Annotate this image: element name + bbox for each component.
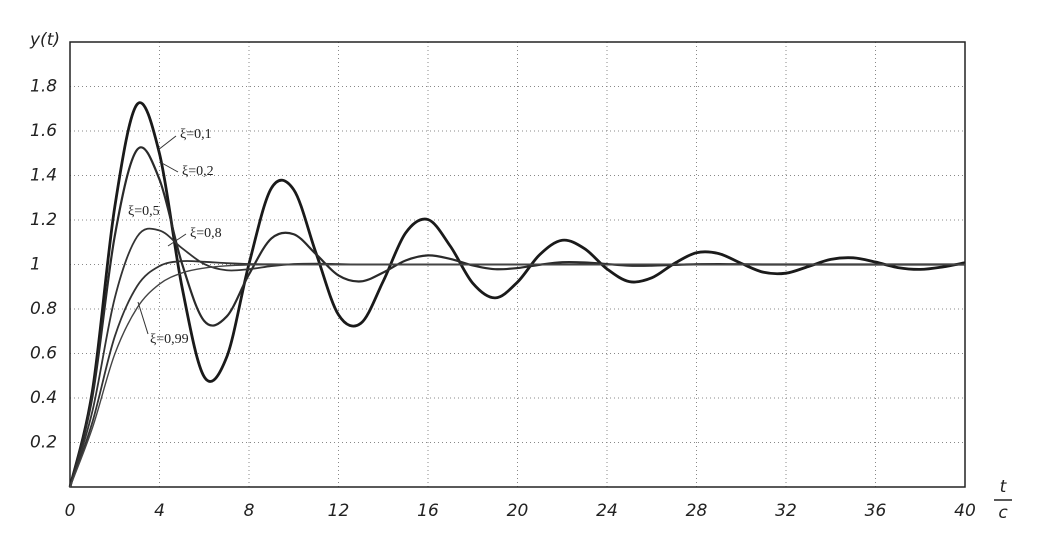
leader-line xyxy=(137,301,149,335)
series-label: ξ=0,1 xyxy=(180,127,212,142)
y-tick-label: 1.6 xyxy=(30,121,57,141)
x-axis-label: c xyxy=(998,503,1008,523)
leader-line xyxy=(159,161,179,173)
x-tick-label: 20 xyxy=(507,501,529,521)
y-tick-label: 0.6 xyxy=(30,344,57,364)
x-axis-label: t xyxy=(1000,477,1008,497)
series-label: ξ=0,5 xyxy=(128,204,160,219)
y-tick-label: 1.4 xyxy=(30,166,57,186)
leader-line xyxy=(157,135,177,151)
x-tick-label: 32 xyxy=(775,501,797,521)
x-tick-label: 12 xyxy=(328,501,350,521)
x-tick-label: 36 xyxy=(865,501,887,521)
y-tick-label: 1 xyxy=(30,255,41,275)
y-tick-label: 1.8 xyxy=(30,77,57,97)
y-axis-label: y(t) xyxy=(29,30,60,50)
series-line xyxy=(69,263,965,488)
series-line xyxy=(68,101,966,488)
series-label: ξ=0,8 xyxy=(190,226,222,241)
y-tick-label: 0.2 xyxy=(30,433,57,453)
x-tick-label: 40 xyxy=(954,501,976,521)
y-tick-label: 1.2 xyxy=(30,210,57,230)
series-label: ξ=0,2 xyxy=(182,164,214,179)
series-label: ξ=0,99 xyxy=(150,332,189,347)
y-tick-label: 0.8 xyxy=(30,299,57,319)
x-tick-label: 8 xyxy=(244,501,255,521)
x-tick-label: 24 xyxy=(596,501,618,521)
x-tick-label: 4 xyxy=(154,501,165,521)
x-tick-label: 28 xyxy=(686,501,708,521)
y-tick-label: 0.4 xyxy=(30,388,57,408)
leader-line xyxy=(167,233,187,247)
x-tick-label: 16 xyxy=(417,501,439,521)
x-tick-label: 0 xyxy=(65,501,76,521)
